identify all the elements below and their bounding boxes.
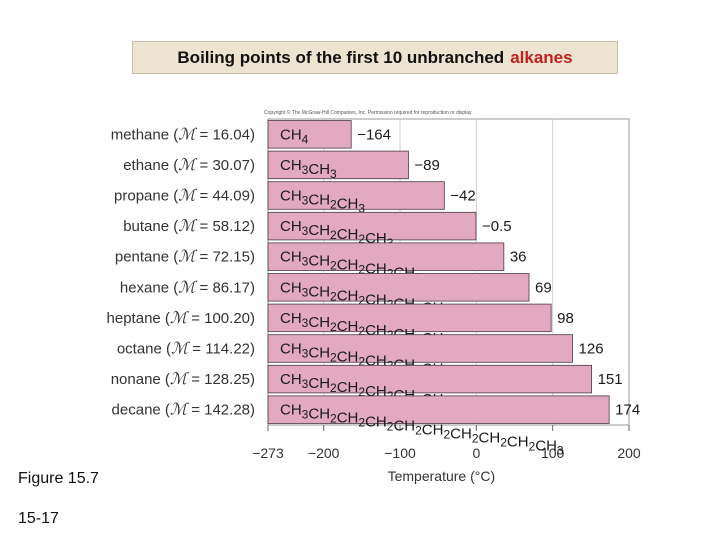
category-label-ethane: ethane (ℳ = 30.07)	[123, 157, 255, 174]
xtick-label-1: −200	[308, 445, 340, 461]
bar-propane	[267, 181, 445, 210]
bar-methane	[267, 120, 352, 149]
category-label-hexane: hexane (ℳ = 86.17)	[120, 279, 255, 296]
value-label-propane: −42	[450, 188, 475, 205]
bar-heptane	[267, 303, 552, 333]
xtick-label-5: 200	[617, 445, 641, 461]
copyright-notice: Copyright © The McGraw-Hill Companies, I…	[264, 110, 473, 116]
category-label-decane: decane (ℳ = 142.28)	[112, 402, 255, 419]
formula-decane: CH3CH2CH2CH2CH2CH2CH2CH2CH2CH3	[280, 402, 564, 458]
figure-label: Figure 15.7	[18, 470, 99, 487]
xtick-label-4: 100	[541, 445, 565, 461]
xtick-label-3: 0	[472, 445, 480, 461]
page-number: 15-17	[18, 510, 59, 527]
value-label-ethane: −89	[414, 157, 439, 174]
category-label-heptane: heptane (ℳ = 100.20)	[107, 310, 255, 327]
category-label-propane: propane (ℳ = 44.09)	[114, 188, 255, 205]
value-label-methane: −164	[357, 126, 391, 143]
category-label-octane: octane (ℳ = 114.22)	[117, 341, 255, 358]
formula-ethane: CH3CH3	[280, 157, 337, 181]
xtick-label-2: −100	[384, 445, 416, 461]
value-label-nonane: 151	[598, 371, 623, 388]
bar-nonane	[267, 364, 593, 394]
category-label-nonane: nonane (ℳ = 128.25)	[111, 371, 255, 388]
value-label-butane: −0.5	[482, 218, 512, 235]
bar-butane	[267, 211, 477, 241]
bar-ethane	[267, 150, 409, 180]
value-label-decane: 174	[615, 402, 640, 419]
title-main: Boiling points of the first 10 unbranche…	[177, 47, 505, 67]
formula-methane: CH4	[280, 126, 309, 146]
category-label-methane: methane (ℳ = 16.04)	[111, 126, 255, 143]
title-box: Boiling points of the first 10 unbranche…	[132, 41, 618, 74]
formula-propane: CH3CH2CH3	[280, 188, 365, 216]
bar-hexane	[267, 273, 530, 302]
category-label-butane: butane (ℳ = 58.12)	[123, 218, 255, 235]
value-label-hexane: 69	[535, 279, 552, 296]
category-label-pentane: pentane (ℳ = 72.15)	[115, 249, 255, 266]
value-label-pentane: 36	[510, 249, 527, 266]
value-label-heptane: 98	[557, 310, 574, 327]
bar-pentane	[267, 242, 505, 271]
bar-decane	[267, 395, 610, 424]
bar-octane	[267, 334, 573, 363]
x-axis-label: Temperature (°C)	[388, 468, 496, 484]
title-accent: alkanes	[510, 47, 573, 67]
value-label-octane: 126	[579, 341, 604, 358]
xtick-label-0: −273	[252, 445, 284, 461]
